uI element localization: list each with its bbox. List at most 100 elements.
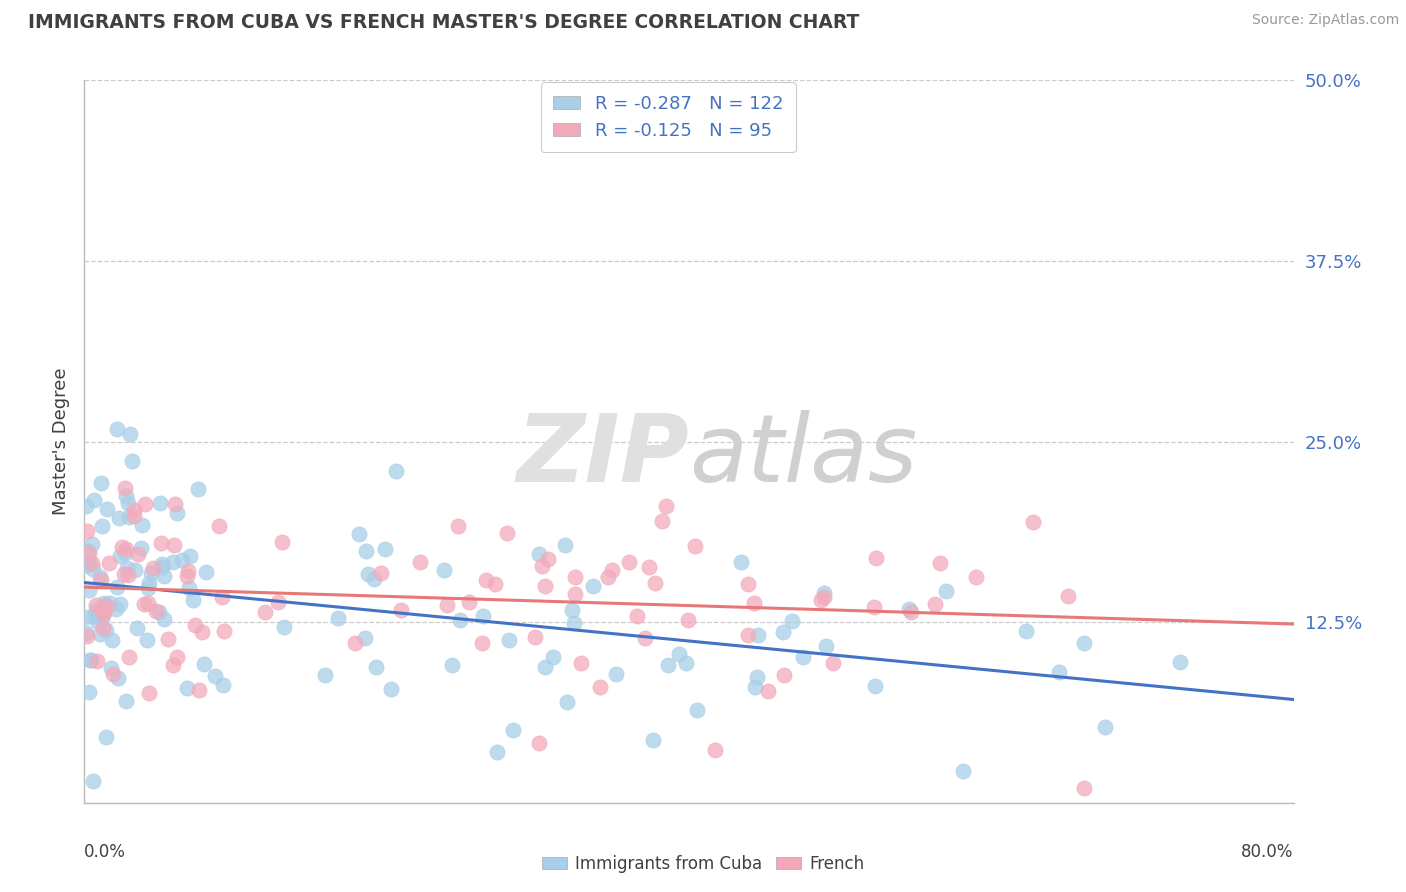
Point — [772, 625, 794, 640]
Point — [485, 745, 508, 759]
Point — [475, 573, 498, 587]
Point — [530, 558, 553, 573]
Point — [105, 422, 128, 436]
Point — [145, 604, 167, 618]
Point — [651, 514, 673, 528]
Point — [157, 632, 180, 647]
Point — [138, 686, 160, 700]
Point — [77, 684, 100, 698]
Point — [104, 602, 127, 616]
Point — [204, 669, 226, 683]
Text: ZIP: ZIP — [516, 410, 689, 502]
Point — [101, 666, 124, 681]
Point — [357, 566, 380, 581]
Point — [496, 525, 519, 540]
Point — [271, 535, 294, 549]
Point — [747, 670, 769, 684]
Point — [637, 559, 659, 574]
Point — [668, 648, 690, 662]
Point — [643, 733, 665, 747]
Point — [96, 502, 118, 516]
Point — [527, 736, 550, 750]
Point — [181, 592, 204, 607]
Point — [91, 605, 114, 619]
Point — [537, 551, 560, 566]
Point — [862, 599, 884, 614]
Point — [865, 551, 887, 566]
Point — [91, 603, 114, 617]
Point — [162, 555, 184, 569]
Point — [773, 668, 796, 682]
Point — [179, 549, 201, 564]
Point — [569, 657, 592, 671]
Point — [1073, 781, 1095, 796]
Point — [441, 658, 464, 673]
Point — [900, 605, 922, 619]
Point — [810, 592, 832, 607]
Point — [136, 582, 159, 596]
Point — [898, 602, 921, 616]
Point — [108, 598, 131, 612]
Point — [605, 667, 627, 681]
Point — [132, 597, 155, 611]
Point — [780, 614, 803, 628]
Legend: R = -0.287   N = 122, R = -0.125   N = 95: R = -0.287 N = 122, R = -0.125 N = 95 — [541, 82, 796, 153]
Point — [498, 633, 520, 648]
Point — [77, 546, 100, 560]
Point — [1094, 720, 1116, 734]
Point — [212, 678, 235, 692]
Text: Source: ZipAtlas.com: Source: ZipAtlas.com — [1251, 13, 1399, 28]
Point — [150, 559, 173, 574]
Text: 80.0%: 80.0% — [1241, 843, 1294, 861]
Point — [110, 549, 132, 564]
Point — [267, 595, 290, 609]
Point — [75, 609, 97, 624]
Point — [502, 723, 524, 738]
Point — [384, 464, 406, 478]
Point — [676, 613, 699, 627]
Point — [153, 612, 176, 626]
Point — [366, 660, 388, 674]
Point — [564, 616, 586, 631]
Point — [176, 568, 198, 582]
Point — [191, 624, 214, 639]
Point — [596, 570, 619, 584]
Point — [823, 656, 845, 670]
Point — [96, 731, 118, 745]
Point — [83, 608, 105, 623]
Point — [184, 618, 207, 632]
Point — [533, 578, 555, 592]
Point — [730, 555, 752, 569]
Point — [131, 518, 153, 533]
Point — [111, 540, 134, 554]
Point — [142, 560, 165, 574]
Point — [118, 509, 141, 524]
Point — [685, 703, 707, 717]
Point — [117, 650, 139, 665]
Point — [107, 671, 129, 685]
Point — [141, 566, 163, 581]
Point — [166, 650, 188, 665]
Point — [136, 596, 159, 610]
Point — [1015, 624, 1038, 639]
Point — [328, 611, 350, 625]
Point — [657, 658, 679, 673]
Point — [533, 660, 555, 674]
Point — [471, 636, 494, 650]
Point — [98, 596, 121, 610]
Point — [77, 583, 100, 598]
Point — [114, 546, 136, 560]
Point — [208, 518, 231, 533]
Point — [555, 695, 578, 709]
Point — [582, 579, 605, 593]
Point — [127, 548, 149, 562]
Point — [166, 506, 188, 520]
Point — [380, 681, 402, 696]
Point — [89, 570, 111, 584]
Point — [82, 562, 104, 576]
Point — [863, 679, 886, 693]
Point — [195, 565, 218, 579]
Point — [125, 621, 148, 635]
Point — [138, 576, 160, 591]
Point — [149, 496, 172, 510]
